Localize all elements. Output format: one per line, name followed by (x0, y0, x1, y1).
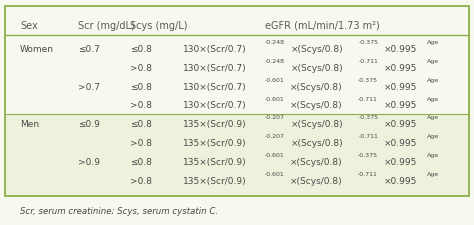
Text: 135×(Scr/0.9): 135×(Scr/0.9) (182, 120, 246, 129)
Text: -0.711: -0.711 (358, 96, 378, 101)
Text: >0.8: >0.8 (130, 64, 152, 73)
Text: -0.601: -0.601 (264, 152, 284, 157)
Text: -0.601: -0.601 (264, 171, 284, 176)
Text: >0.7: >0.7 (78, 82, 100, 91)
Text: Age: Age (427, 78, 439, 83)
Text: eGFR (mL/min/1.73 m²): eGFR (mL/min/1.73 m²) (265, 21, 380, 31)
Text: -0.711: -0.711 (358, 171, 378, 176)
Text: >0.8: >0.8 (130, 176, 152, 185)
Text: ×0.995: ×0.995 (383, 101, 417, 110)
Text: ×(Scys/0.8): ×(Scys/0.8) (290, 82, 343, 91)
Text: ×0.995: ×0.995 (384, 45, 418, 54)
Text: -0.375: -0.375 (358, 152, 378, 157)
Text: ≤0.8: ≤0.8 (130, 120, 152, 129)
Text: ≤0.8: ≤0.8 (130, 82, 152, 91)
Text: 135×(Scr/0.9): 135×(Scr/0.9) (182, 157, 246, 166)
Bar (5, 115, 469, 196)
Text: 130×(Scr/0.7): 130×(Scr/0.7) (182, 64, 246, 73)
Text: -0.711: -0.711 (358, 59, 378, 64)
Text: -0.248: -0.248 (264, 59, 284, 64)
Text: -0.601: -0.601 (264, 96, 284, 101)
Text: Age: Age (427, 96, 439, 101)
Text: ×(Scys/0.8): ×(Scys/0.8) (290, 176, 343, 185)
Text: ×0.995: ×0.995 (383, 176, 417, 185)
Text: ×(Scys/0.8): ×(Scys/0.8) (290, 157, 343, 166)
Text: 130×(Scr/0.7): 130×(Scr/0.7) (182, 101, 246, 110)
Text: -0.375: -0.375 (358, 78, 378, 83)
Text: -0.601: -0.601 (264, 78, 284, 83)
Text: Sex: Sex (20, 21, 37, 31)
Text: 135×(Scr/0.9): 135×(Scr/0.9) (182, 138, 246, 147)
Text: Scys (mg/L): Scys (mg/L) (130, 21, 188, 31)
Text: ×(Scys/0.8): ×(Scys/0.8) (291, 120, 343, 129)
Text: >0.8: >0.8 (130, 101, 152, 110)
Text: ≤0.7: ≤0.7 (78, 45, 100, 54)
Text: ×0.995: ×0.995 (384, 157, 417, 166)
Text: Scr, serum creatinine; Scys, serum cystatin C.: Scr, serum creatinine; Scys, serum cysta… (20, 206, 218, 215)
Text: ×(Scys/0.8): ×(Scys/0.8) (290, 101, 343, 110)
Text: ×0.995: ×0.995 (384, 82, 417, 91)
Text: -0.375: -0.375 (358, 115, 378, 120)
Text: Age: Age (427, 134, 439, 139)
Text: ×0.995: ×0.995 (384, 120, 418, 129)
Text: -0.248: -0.248 (264, 40, 284, 45)
Text: ≤0.9: ≤0.9 (78, 120, 100, 129)
Text: -0.207: -0.207 (264, 115, 284, 120)
Text: Age: Age (427, 171, 439, 176)
Text: 135×(Scr/0.9): 135×(Scr/0.9) (182, 176, 246, 185)
Text: ×(Scys/0.8): ×(Scys/0.8) (291, 138, 343, 147)
Text: ×(Scys/0.8): ×(Scys/0.8) (291, 64, 343, 73)
Text: Scr (mg/dL): Scr (mg/dL) (78, 21, 135, 31)
Text: >0.9: >0.9 (78, 157, 100, 166)
Text: 130×(Scr/0.7): 130×(Scr/0.7) (182, 45, 246, 54)
Text: Age: Age (427, 115, 439, 120)
Text: Age: Age (427, 59, 439, 64)
Text: Men: Men (20, 120, 39, 129)
Text: Women: Women (20, 45, 54, 54)
Text: ×0.995: ×0.995 (384, 64, 417, 73)
Text: -0.207: -0.207 (264, 134, 284, 139)
Text: Age: Age (427, 40, 439, 45)
Text: -0.711: -0.711 (358, 134, 378, 139)
Text: ×(Scys/0.8): ×(Scys/0.8) (291, 45, 343, 54)
Text: ×0.995: ×0.995 (384, 138, 417, 147)
Text: 130×(Scr/0.7): 130×(Scr/0.7) (182, 82, 246, 91)
Text: -0.375: -0.375 (358, 40, 378, 45)
Text: ≤0.8: ≤0.8 (130, 45, 152, 54)
Text: Age: Age (427, 152, 439, 157)
Text: ≤0.8: ≤0.8 (130, 157, 152, 166)
Text: >0.8: >0.8 (130, 138, 152, 147)
